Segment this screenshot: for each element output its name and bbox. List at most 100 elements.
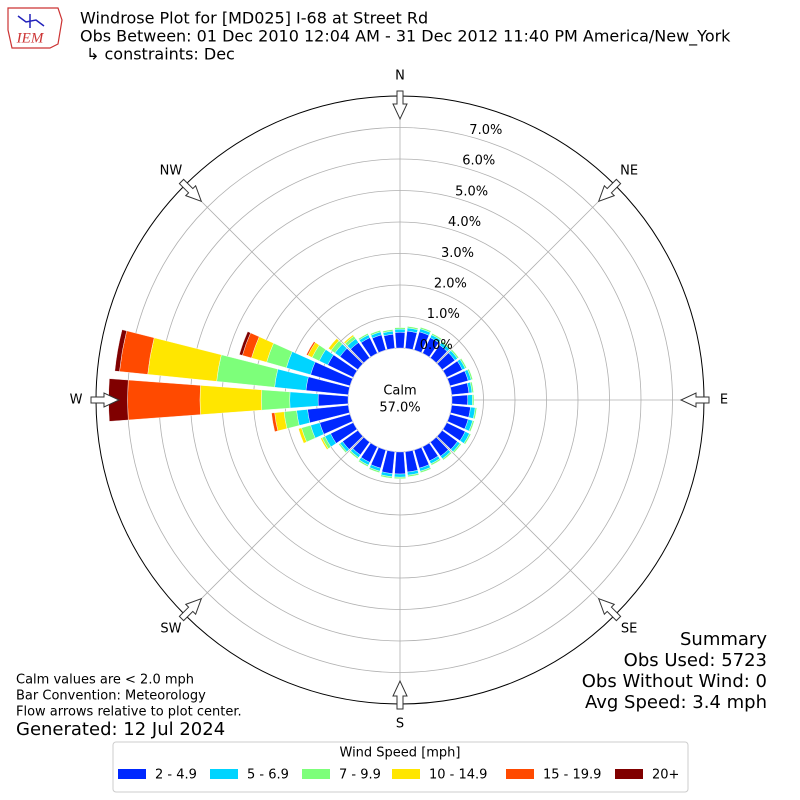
bar-segment (431, 333, 442, 341)
flow-arrow-shape (597, 178, 622, 203)
bar-segment (328, 338, 340, 351)
flow-arrow (178, 178, 203, 203)
flow-arrow-shape (597, 597, 622, 622)
r-tick-label: 2.0% (434, 276, 467, 291)
bar-segment (470, 381, 474, 393)
bar-segment (407, 473, 420, 478)
bar-segment (380, 474, 393, 479)
flow-arrow (392, 679, 408, 710)
bar-segment (261, 389, 291, 411)
flow-arrow (178, 597, 203, 622)
bar-segment (370, 330, 381, 336)
direction-label: S (396, 717, 404, 732)
bar-segment (459, 358, 467, 369)
legend-swatch (615, 769, 643, 779)
summary-line: Obs Without Wind: 0 (582, 671, 767, 692)
bar-segment (467, 368, 474, 381)
flow-arrow-shape (679, 392, 710, 408)
flow-arrow-shape (178, 178, 203, 203)
direction-label: SE (621, 622, 637, 637)
bar-segment (298, 427, 307, 444)
bar-segment (450, 349, 460, 359)
bar-segment (451, 394, 468, 406)
legend-label: 20+ (652, 768, 679, 783)
bar-segment (419, 326, 432, 333)
direction-label: N (395, 69, 405, 84)
bar-segment (394, 473, 406, 478)
bar-segment (317, 393, 349, 407)
direction-label: SW (160, 622, 181, 637)
flow-arrow (392, 90, 408, 121)
bar-segment (239, 331, 251, 356)
r-tick-label: 0.0% (420, 338, 453, 353)
r-tick-label: 3.0% (441, 246, 474, 261)
flow-arrow (597, 178, 622, 203)
bar-segment (394, 451, 406, 475)
bar-segment (463, 433, 472, 445)
constraints: ↳ constraints: Dec (86, 45, 235, 64)
bar-segment (338, 443, 348, 454)
chart-subtitle: Obs Between: 01 Dec 2010 12:04 AM - 31 D… (80, 27, 731, 47)
bar-segment (394, 327, 406, 330)
flow-arrow-shape (392, 90, 408, 121)
generated: Generated: 12 Jul 2024 (16, 719, 225, 740)
legend-swatch (118, 769, 146, 779)
bar-segment (147, 337, 222, 382)
flow-arrow-shape (178, 597, 203, 622)
bar-segment (468, 420, 475, 432)
note: Bar Convention: Meteorology (16, 689, 206, 704)
bar-segment (407, 326, 419, 330)
legend-label: 5 - 6.9 (247, 768, 289, 783)
bar-segment (127, 379, 201, 421)
bar-segment (419, 467, 432, 474)
r-tick-label: 7.0% (469, 123, 502, 138)
bar-segment (394, 328, 406, 333)
r-tick-label: 4.0% (448, 215, 481, 230)
bar-segment (383, 333, 395, 350)
logo-outline (7, 7, 63, 49)
flow-arrow-shape (90, 392, 121, 408)
bar-segment (473, 407, 478, 420)
bar-segment (271, 412, 279, 432)
bar-segment (306, 341, 316, 356)
flow-arrow (597, 597, 622, 622)
bar-segment (368, 467, 381, 474)
direction-label: W (70, 393, 83, 408)
flow-arrow-shape (392, 679, 408, 710)
bar-segment (472, 394, 475, 406)
legend-box (112, 741, 689, 793)
flow-arrow (90, 392, 121, 408)
note: Flow arrows relative to plot center. (16, 705, 242, 720)
bar-segment (114, 329, 127, 372)
legend-swatch (506, 769, 534, 779)
legend-label: 10 - 14.9 (429, 768, 487, 783)
calm-value: 57.0% (379, 401, 420, 416)
bar-segment (289, 391, 319, 409)
direction-label: NE (620, 163, 638, 178)
bar-segment (467, 394, 473, 406)
flow-arrow (679, 392, 710, 408)
legend-label: 7 - 9.9 (339, 768, 381, 783)
summary-line: Summary (680, 629, 767, 650)
calm-circle (352, 352, 448, 448)
bar-segment (358, 459, 369, 467)
legend-title: Wind Speed [mph] (340, 746, 461, 761)
r-tick-label: 5.0% (455, 184, 488, 199)
bar-segment (452, 443, 462, 454)
r-tick-label: 6.0% (462, 154, 495, 169)
legend-label: 15 - 19.9 (543, 768, 601, 783)
summary-line: Avg Speed: 3.4 mph (585, 692, 767, 713)
bar-segment (394, 476, 406, 479)
bar-segment (442, 451, 452, 461)
bar-segment (441, 340, 451, 350)
note: Calm values are < 2.0 mph (16, 673, 194, 688)
bar-segment (343, 334, 355, 344)
bar-segment (199, 385, 262, 415)
bar-segment (394, 332, 406, 349)
bar-segment (320, 437, 329, 450)
logo-icon (17, 14, 45, 28)
logo-text: IEM (16, 30, 45, 46)
direction-label: NW (160, 163, 183, 178)
direction-label: E (720, 393, 728, 408)
